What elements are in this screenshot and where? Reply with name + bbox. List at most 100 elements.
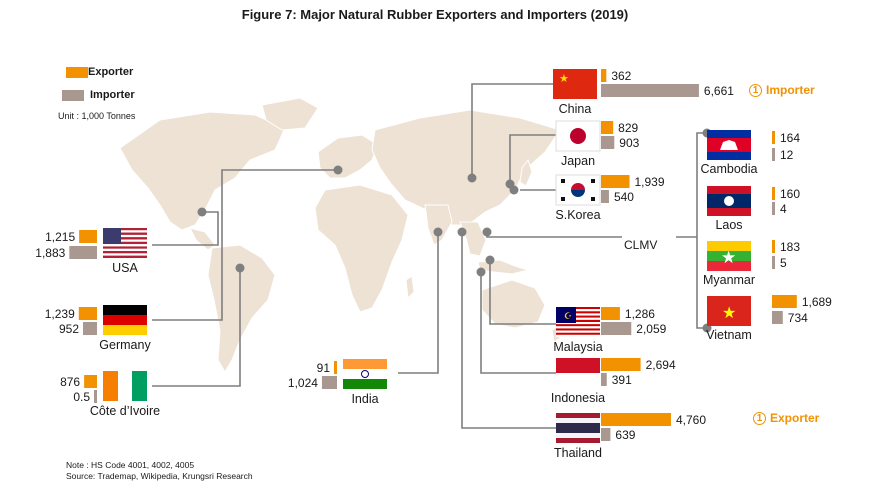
exporter-bar [601,307,620,320]
note-source: Source: Trademap, Wikipedia, Krungsri Re… [66,471,253,481]
map-asia [371,109,561,226]
exporter-value-label: 829 [618,121,638,135]
connector-line [489,260,556,325]
importer-value-label: 12 [780,148,794,162]
usa-flag [103,228,147,258]
vietnam-flag: ★ [707,296,751,326]
connector-line [152,211,219,246]
clmv-label: CLMV [624,238,657,252]
importer-bar [69,246,97,259]
note-hs-code: Note : HS Code 4001, 4002, 4005 [66,460,195,470]
importer-value-label: 0.5 [73,390,90,404]
exporter-rank-badge: 1 Exporter [753,411,819,425]
thailand-flag [556,413,600,443]
exporter-bar [79,230,97,243]
flags: ★ ☪ ★ ★ [103,69,751,443]
exporter-bar [601,358,641,371]
map-southeast-asia [459,221,487,257]
map-indonesia-islands [477,259,530,275]
exporter-value-label: 160 [780,187,800,201]
importer-bar [772,202,775,215]
connector-dot [433,227,443,237]
importer-bar [601,190,609,203]
exporter-value-label: 362 [611,69,631,83]
importer-bar [83,322,97,335]
legend-exporter-label: Exporter [88,66,134,78]
importer-value-label: 734 [788,311,808,325]
map-australia [481,279,546,329]
importer-value-label: 4 [780,202,787,216]
connector-dots [197,128,712,333]
country-label: Laos [715,218,742,232]
exporter-value-label: 1,689 [802,295,832,309]
importer-bar [321,376,337,389]
exporter-bar [772,131,775,144]
country-label: Vietnam [706,328,752,342]
svg-text:★: ★ [721,248,736,267]
connector-dot [467,173,477,183]
map-central-america [189,227,216,251]
exporter-bar [601,121,614,134]
exporter-value-label: 164 [780,131,800,145]
country-label: S.Korea [555,208,600,222]
bars [69,69,797,441]
map-europe [317,134,379,179]
importer-bar [772,256,775,269]
india-flag [343,359,387,389]
connector-line [509,134,556,184]
importer-bar [601,322,632,335]
cote-divoire-flag [103,371,147,401]
importer-bar [601,373,607,386]
myanmar-flag: ★ [707,241,751,271]
china-flag: ★ [553,69,597,99]
connector-line [152,268,241,387]
importer-value-label: 952 [59,322,79,336]
laos-flag [707,186,751,216]
importer-value-label: 1,883 [35,246,65,260]
svg-text:★: ★ [559,73,569,85]
exporter-bar [601,69,607,82]
exporter-value-label: 2,694 [646,358,676,372]
exporter-bar [772,295,797,308]
exporter-value-label: 1,286 [625,307,655,321]
germany-flag [103,305,147,335]
exporter-bar [601,175,630,188]
importer-value-label: 540 [614,190,634,204]
exporter-value-label: 876 [60,375,80,389]
exporter-value-label: 1,939 [635,175,665,189]
indonesia-flag [556,358,600,388]
importer-rank-badge: 1 Importer [749,83,815,97]
connector-lines [152,83,707,429]
svg-text:★: ★ [722,305,736,322]
connector-line [471,83,553,178]
map-south-america [207,244,276,373]
country-label: Malaysia [553,340,602,354]
importer-value-label: 1,024 [288,376,318,390]
importer-bar [772,148,775,161]
legend-importer-swatch [62,90,84,101]
importer-bar [601,84,699,97]
connector-line [461,232,556,429]
exporter-value-label: 4,760 [676,413,706,427]
connector-dot [197,207,207,217]
exporter-bar [84,375,97,388]
exporter-value-label: 1,215 [45,230,75,244]
country-label: Myanmar [703,273,755,287]
south-korea-flag [555,174,601,206]
connector-dot [476,267,486,277]
connector-dot [509,185,519,195]
map-africa [314,184,409,313]
exporter-value-label: 183 [780,240,800,254]
rank-circle-icon: 1 [753,411,766,425]
svg-text:☪: ☪ [564,311,572,321]
importer-value-label: 391 [612,373,632,387]
legend-exporter-swatch [66,67,88,78]
map-greenland [261,97,319,131]
connector-line [480,272,556,374]
connector-line [398,232,439,374]
importer-value-label: 2,059 [636,322,666,336]
rank-circle-icon: 1 [749,83,762,97]
map-india-landmass [424,204,453,246]
